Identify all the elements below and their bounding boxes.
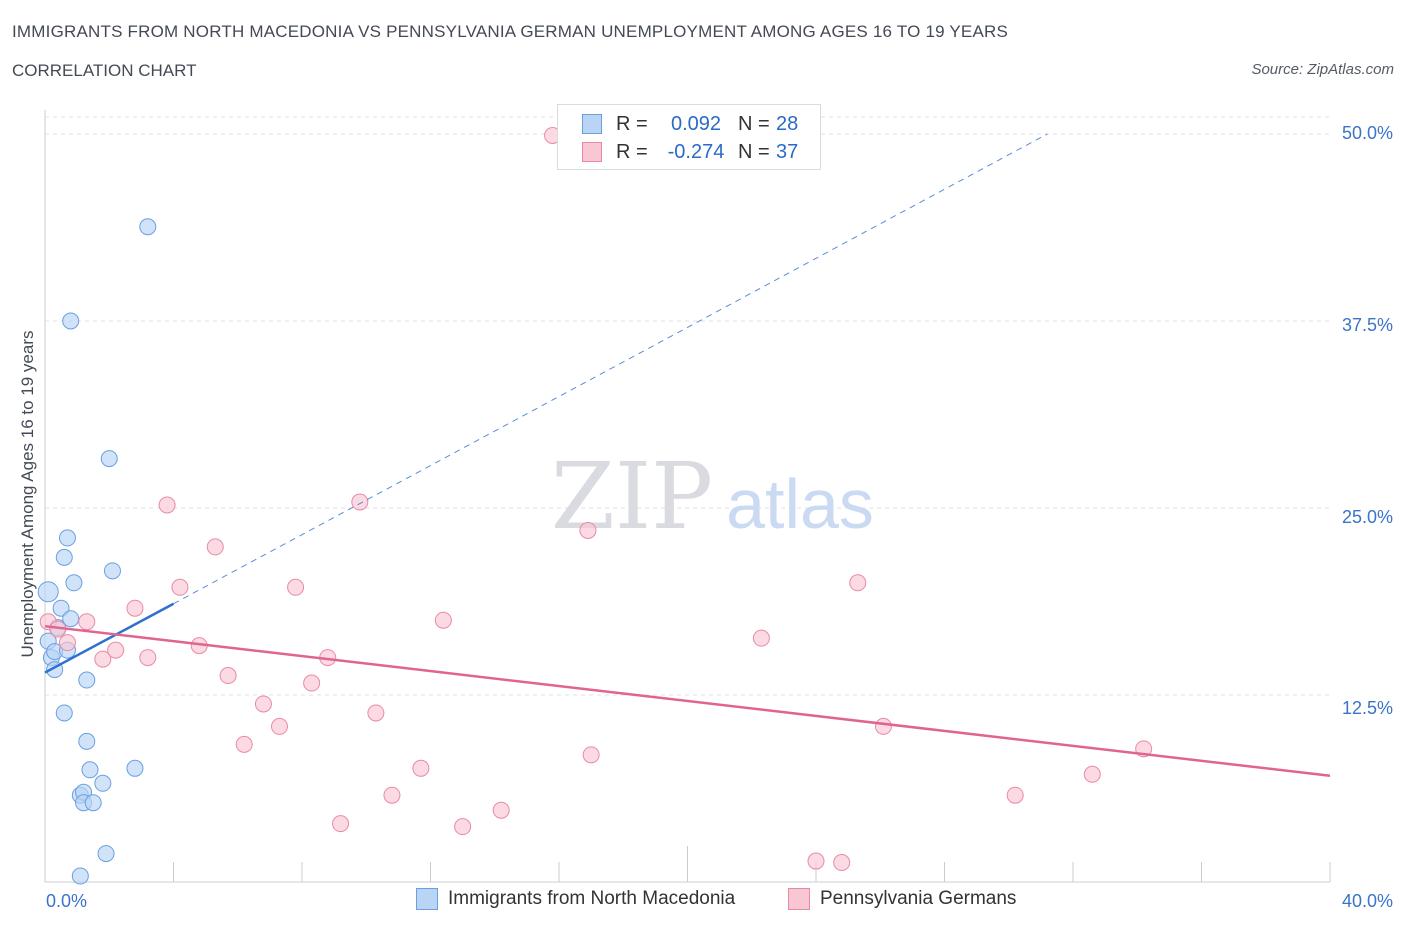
legend-n-value: 28 [776, 112, 799, 135]
trend-line-pennsylvania [44, 624, 1331, 778]
data-points [37, 126, 1153, 885]
point-pennsylvania [235, 735, 253, 753]
point-pennsylvania [78, 613, 96, 631]
watermark-atlas: atlas [726, 465, 874, 543]
point-macedonia [62, 312, 80, 330]
point-macedonia [84, 794, 102, 812]
point-macedonia [71, 867, 89, 885]
gridlines [45, 116, 1330, 696]
point-pennsylvania [126, 599, 144, 617]
legend-r-value: -0.274 [667, 140, 725, 163]
point-pennsylvania [492, 801, 510, 819]
trend-lines [44, 133, 1331, 778]
point-pennsylvania [332, 815, 350, 833]
series-legend-macedonia[interactable]: Immigrants from North Macedonia [416, 888, 735, 910]
point-macedonia [37, 581, 59, 603]
point-pennsylvania [579, 521, 597, 539]
axes [44, 110, 1331, 883]
series-swatch-blue [416, 888, 438, 910]
point-pennsylvania [171, 578, 189, 596]
point-pennsylvania [254, 695, 272, 713]
x-tick-label-max: 40.0% [1341, 891, 1393, 911]
y-tick-label-50: 50.0% [1341, 123, 1393, 143]
point-pennsylvania [412, 759, 430, 777]
chart-subtitle: CORRELATION CHART [12, 61, 197, 80]
legend-row-macedonia: R = 0.092 N = 28 [582, 111, 798, 137]
point-pennsylvania [1006, 786, 1024, 804]
legend-n-value: 37 [776, 140, 799, 163]
legend-row-pennsylvania: R = -0.274 N = 37 [582, 139, 798, 165]
legend-swatch-pink [582, 142, 602, 162]
point-macedonia [78, 732, 96, 750]
point-macedonia [139, 218, 157, 236]
point-pennsylvania [158, 496, 176, 514]
point-macedonia [55, 704, 73, 722]
x-tick-label-min: 0.0% [46, 891, 88, 911]
point-pennsylvania [434, 611, 452, 629]
point-macedonia [103, 562, 121, 580]
point-pennsylvania [58, 634, 76, 652]
point-macedonia [65, 574, 83, 592]
legend-r-label: R = [616, 112, 648, 135]
point-pennsylvania [94, 650, 112, 668]
point-pennsylvania [807, 852, 825, 870]
point-pennsylvania [833, 854, 851, 872]
point-macedonia [81, 761, 99, 779]
point-pennsylvania [107, 641, 125, 659]
y-tick-label-12-5: 12.5% [1341, 698, 1393, 718]
y-tick-label-37-5: 37.5% [1341, 315, 1393, 335]
series-legend-pennsylvania[interactable]: Pennsylvania Germans [788, 888, 1016, 910]
point-macedonia [94, 774, 112, 792]
series-label: Pennsylvania Germans [820, 888, 1017, 909]
series-label: Immigrants from North Macedonia [448, 888, 736, 909]
legend-n-label: N = [738, 140, 770, 163]
point-macedonia [97, 845, 115, 863]
point-pennsylvania [367, 704, 385, 722]
point-pennsylvania [582, 746, 600, 764]
chart-title: IMMIGRANTS FROM NORTH MACEDONIA VS PENNS… [12, 22, 1009, 41]
series-swatch-pink [788, 888, 810, 910]
source-label: Source: ZipAtlas.com [1251, 61, 1394, 78]
point-pennsylvania [303, 674, 321, 692]
point-macedonia [78, 671, 96, 689]
point-pennsylvania [206, 538, 224, 556]
point-macedonia [58, 529, 76, 547]
point-macedonia [126, 759, 144, 777]
point-pennsylvania [849, 574, 867, 592]
point-macedonia [55, 548, 73, 566]
point-pennsylvania [874, 717, 892, 735]
point-pennsylvania [287, 578, 305, 596]
point-pennsylvania [219, 667, 237, 685]
point-macedonia [62, 610, 80, 628]
watermark: ZIP atlas [551, 443, 874, 550]
correlation-legend: R = 0.092 N = 28 R = -0.274 N = 37 [557, 104, 821, 170]
point-pennsylvania [139, 649, 157, 667]
y-tick-label-25: 25.0% [1341, 507, 1393, 527]
point-macedonia [52, 599, 70, 617]
point-pennsylvania [752, 629, 770, 647]
trend-line-macedonia [44, 602, 175, 674]
trend-line-macedonia-extension [173, 133, 1048, 605]
watermark-zip: ZIP [551, 443, 713, 550]
legend-r-label: R = [616, 140, 648, 163]
legend-n-label: N = [738, 112, 770, 135]
point-pennsylvania [1083, 765, 1101, 783]
point-macedonia [100, 450, 118, 468]
point-pennsylvania [271, 717, 289, 735]
point-pennsylvania [351, 493, 369, 511]
point-pennsylvania [383, 786, 401, 804]
legend-r-value: 0.092 [670, 112, 722, 135]
point-pennsylvania [454, 818, 472, 836]
legend-swatch-blue [582, 114, 602, 134]
